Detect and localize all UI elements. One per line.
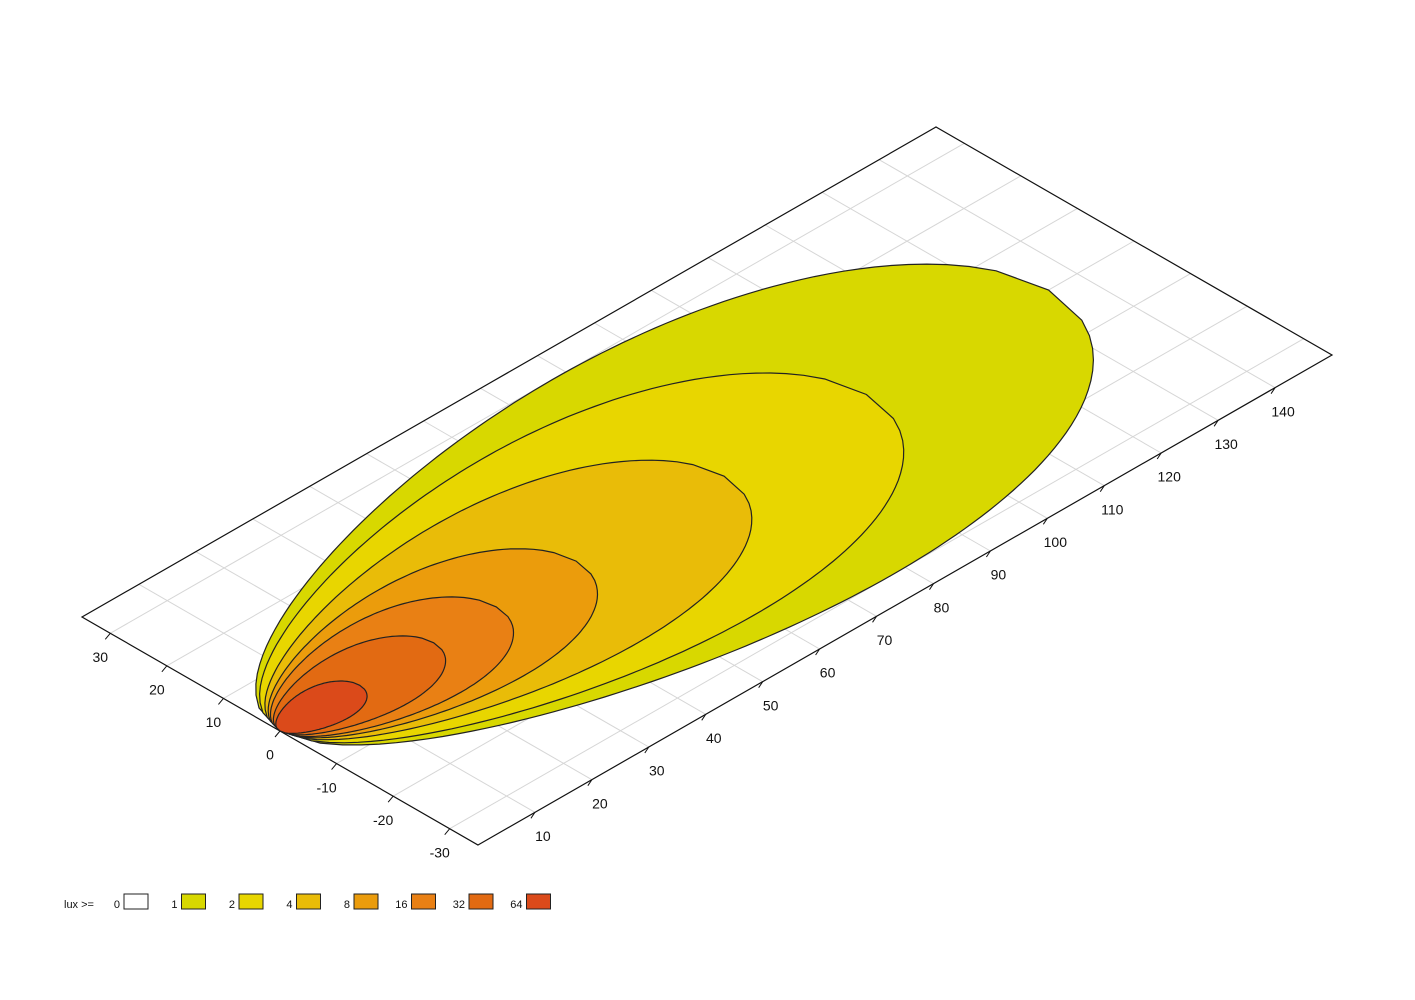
legend-title: lux >= [64, 899, 94, 911]
y-tick-label: -30 [430, 844, 450, 860]
x-tick-label: 50 [763, 697, 779, 713]
legend-swatch [353, 893, 379, 910]
x-tick-label: 140 [1271, 403, 1295, 419]
legend-label: 4 [286, 899, 292, 911]
x-tick-label: 90 [991, 567, 1007, 583]
legend-swatch [411, 893, 436, 910]
x-tick [1270, 387, 1276, 394]
y-tick [331, 763, 337, 770]
y-tick-label: -20 [373, 812, 393, 828]
legend-swatch [296, 893, 321, 910]
legend-swatch [123, 893, 149, 910]
x-tick [530, 812, 536, 819]
legend-label: 64 [510, 899, 522, 911]
legend-swatch [468, 893, 494, 910]
x-tick [1213, 420, 1219, 427]
legend-label: 0 [114, 899, 120, 911]
legend-swatch [526, 893, 551, 910]
legend-label: 1 [171, 899, 177, 911]
x-tick [985, 550, 991, 558]
y-tick [218, 698, 224, 705]
x-tick [1099, 485, 1105, 492]
legend-label: 16 [395, 899, 407, 911]
x-tick-label: 100 [1044, 534, 1068, 550]
y-tick [104, 632, 111, 640]
x-tick-label: 130 [1214, 436, 1238, 452]
x-tick-label: 110 [1101, 501, 1124, 517]
x-tick [872, 616, 877, 623]
y-tick-label: 10 [206, 714, 222, 730]
isolux-contour [275, 680, 368, 734]
y-tick [161, 665, 168, 673]
y-tick [387, 795, 394, 803]
y-tick-label: 30 [92, 649, 108, 665]
y-tick-label: -10 [316, 779, 336, 795]
x-tick [929, 583, 934, 590]
x-tick [587, 779, 593, 786]
legend-label: 32 [453, 899, 465, 911]
x-tick-label: 120 [1158, 469, 1182, 485]
x-tick [701, 714, 707, 721]
x-tick-label: 30 [649, 763, 665, 779]
legend-label: 2 [229, 899, 235, 911]
y-tick-label: 20 [149, 682, 165, 698]
y-tick [274, 730, 281, 738]
legend-swatch [181, 893, 206, 910]
x-tick [758, 681, 764, 688]
x-tick [815, 648, 821, 656]
x-tick [1042, 518, 1048, 525]
x-tick-label: 70 [877, 632, 893, 648]
x-tick [1156, 452, 1162, 460]
x-tick-label: 80 [934, 599, 950, 615]
x-tick [644, 746, 650, 754]
y-tick-label: 0 [266, 747, 274, 763]
x-tick-label: 60 [820, 665, 836, 681]
x-tick-label: 40 [706, 730, 722, 746]
x-tick-label: 20 [592, 795, 608, 811]
legend-swatch [238, 893, 264, 910]
x-tick-label: 10 [535, 828, 551, 844]
y-tick [444, 828, 451, 836]
legend-label: 8 [344, 899, 350, 911]
